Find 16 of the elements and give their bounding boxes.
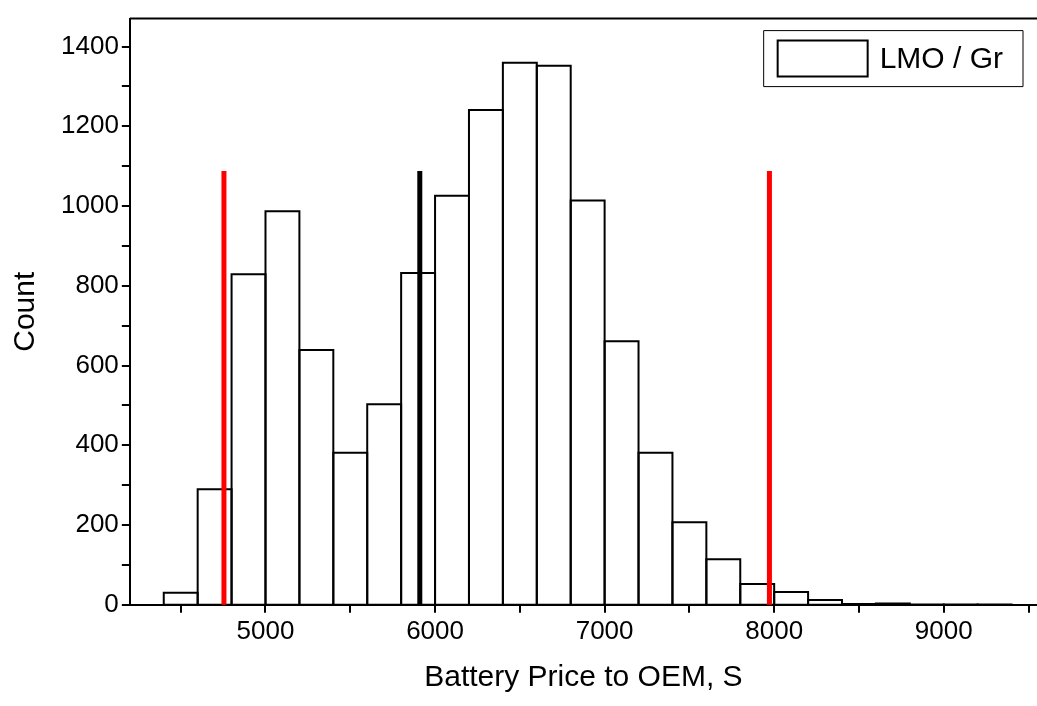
x-tick-label: 5000 [236, 614, 295, 645]
y-tick-label: 1400 [61, 29, 119, 60]
legend-label: LMO / Gr [879, 40, 1004, 74]
y-tick-label: 1000 [61, 189, 119, 220]
x-tick-label: 7000 [575, 614, 634, 645]
y-tick-label: 0 [104, 587, 119, 618]
x-tick-label: 9000 [914, 614, 973, 645]
y-tick-label: 600 [75, 348, 119, 379]
y-tick-label: 200 [75, 508, 119, 539]
y-axis-title: Count [7, 271, 41, 352]
x-axis-title: Battery Price to OEM, S [424, 659, 743, 693]
y-tick-label: 1200 [61, 109, 119, 140]
y-tick-label: 400 [75, 428, 119, 459]
y-tick-label: 800 [75, 268, 119, 299]
x-tick-label: 6000 [406, 614, 464, 645]
x-tick-label: 8000 [745, 614, 804, 645]
